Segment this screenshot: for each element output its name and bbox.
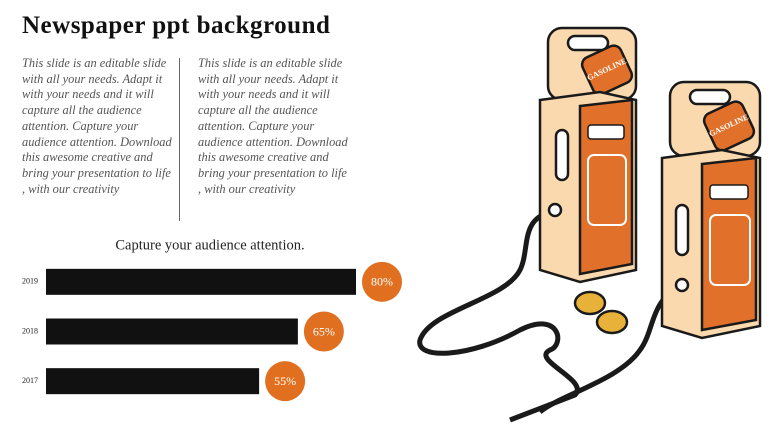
illustration xyxy=(417,26,762,423)
value-badge xyxy=(362,261,402,302)
category-label: 2017 xyxy=(22,376,38,385)
paragraph: This slide is an editable slide with all… xyxy=(22,56,172,196)
bar xyxy=(46,268,356,295)
value-badge xyxy=(265,361,306,402)
value-label: 65% xyxy=(313,324,335,338)
value-label: 80% xyxy=(371,275,393,289)
category-label: 2018 xyxy=(22,326,38,335)
category-label: 2019 xyxy=(22,277,38,286)
bar xyxy=(46,318,298,345)
divider xyxy=(179,58,180,221)
value-badge xyxy=(303,311,344,352)
slide-title: Newspaper ppt background xyxy=(22,12,331,39)
value-label: 55% xyxy=(274,374,296,388)
paragraph: This slide is an editable slide with all… xyxy=(198,56,348,196)
chart-title: Capture your audience attention. xyxy=(115,237,304,253)
bar xyxy=(46,368,260,395)
